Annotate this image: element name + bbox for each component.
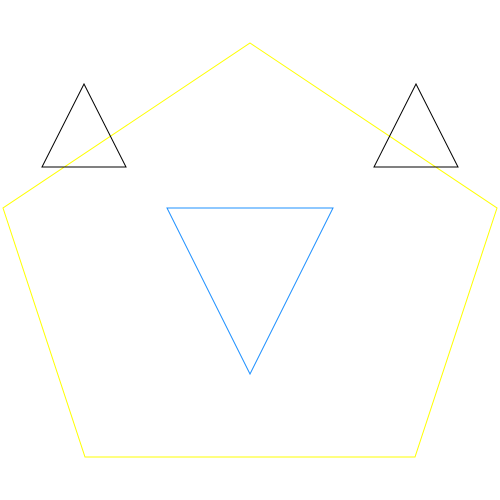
- left-black-triangle: [41, 82, 127, 168]
- yellow-pentagon: [2, 42, 498, 458]
- center-blue-triangle: [166, 207, 334, 376]
- right-black-triangle: [373, 82, 459, 168]
